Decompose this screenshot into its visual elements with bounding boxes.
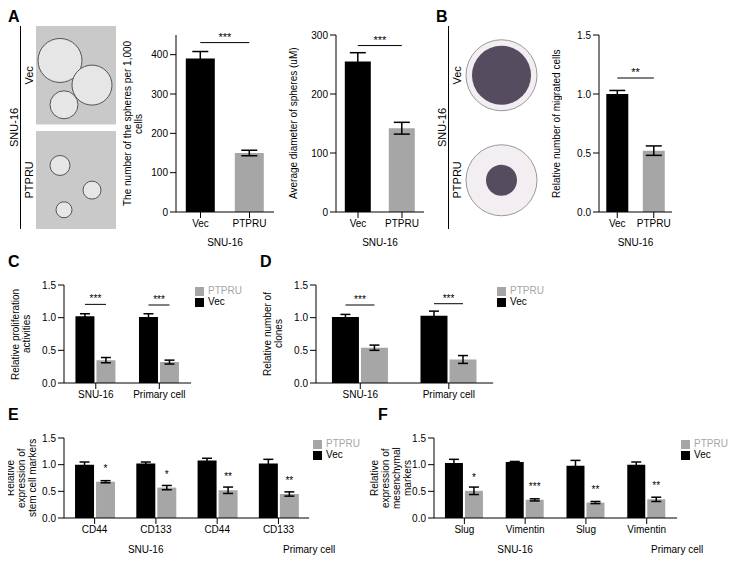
svg-text:*: * (104, 463, 108, 474)
svg-text:***: *** (354, 294, 366, 305)
svg-text:Slug: Slug (454, 524, 474, 535)
html-text:SNU-16: SNU-16 (8, 107, 20, 148)
svg-text:SNU-16: SNU-16 (128, 544, 164, 555)
svg-text:SNU-16: SNU-16 (362, 237, 398, 248)
svg-text:200: 200 (151, 128, 168, 139)
html-text:C: C (8, 253, 20, 270)
svg-text:0.0: 0.0 (577, 207, 591, 218)
svg-text:PTPRU: PTPRU (233, 218, 267, 229)
svg-text:*: * (472, 472, 476, 483)
svg-text:SNU-16: SNU-16 (207, 237, 243, 248)
svg-text:SNU-16: SNU-16 (78, 389, 114, 400)
svg-text:Vec: Vec (609, 218, 626, 229)
svg-text:Primary cell: Primary cell (423, 389, 475, 400)
svg-text:CD133: CD133 (140, 524, 172, 535)
svg-text:Primary cell: Primary cell (133, 389, 185, 400)
svg-text:1.5: 1.5 (294, 280, 308, 291)
svg-text:0: 0 (322, 207, 328, 218)
html-text:Relative expression of stem ce: Relative expression of stem cell markers (4, 438, 38, 518)
html-text:Relative expression of mesench: Relative expression of mesenchymal marke… (369, 447, 413, 509)
svg-text:0.0: 0.0 (412, 513, 426, 524)
html-text:Vec: Vec (326, 449, 343, 460)
svg-text:***: *** (90, 293, 102, 304)
html-text:D: D (260, 253, 272, 270)
svg-text:Vimentin: Vimentin (627, 524, 666, 535)
svg-text:0.5: 0.5 (412, 486, 426, 497)
svg-text:**: ** (285, 475, 293, 486)
html-text:Vec: Vec (694, 449, 711, 460)
svg-text:1.0: 1.0 (577, 89, 591, 100)
svg-text:***: *** (218, 31, 232, 43)
svg-text:400: 400 (151, 49, 168, 60)
svg-text:PTPRU: PTPRU (385, 218, 419, 229)
svg-text:Vec: Vec (350, 218, 367, 229)
svg-text:Vimentin: Vimentin (506, 524, 545, 535)
html-text:PTPRU: PTPRU (510, 285, 544, 296)
html-text:Vec: Vec (22, 66, 35, 85)
svg-text:1.0: 1.0 (412, 459, 426, 470)
svg-text:*: * (165, 469, 169, 480)
svg-text:1.5: 1.5 (42, 433, 56, 444)
svg-text:SNU-16: SNU-16 (618, 237, 654, 248)
svg-text:SNU-16: SNU-16 (342, 389, 378, 400)
html-text:PTPRU: PTPRU (450, 161, 463, 199)
svg-text:0.0: 0.0 (42, 513, 56, 524)
html-text:Vec: Vec (510, 296, 527, 307)
svg-text:***: *** (373, 34, 387, 46)
svg-text:Slug: Slug (576, 524, 596, 535)
svg-text:**: ** (631, 66, 640, 78)
svg-text:300: 300 (151, 89, 168, 100)
svg-text:1.0: 1.0 (294, 312, 308, 323)
svg-text:0.0: 0.0 (294, 378, 308, 389)
svg-text:**: ** (592, 484, 600, 495)
html-text:Vec: Vec (208, 296, 225, 307)
svg-text:200: 200 (311, 89, 328, 100)
svg-text:1.0: 1.0 (42, 312, 56, 323)
svg-text:***: *** (443, 293, 455, 304)
svg-text:CD44: CD44 (204, 524, 230, 535)
svg-text:0.5: 0.5 (294, 345, 308, 356)
svg-text:0.5: 0.5 (42, 486, 56, 497)
svg-text:***: *** (529, 481, 541, 492)
svg-text:100: 100 (151, 167, 168, 178)
html-text:PTPRU: PTPRU (694, 438, 728, 449)
html-text:PTPRU: PTPRU (326, 438, 360, 449)
svg-text:Primary cell: Primary cell (283, 544, 335, 555)
svg-text:Primary cell: Primary cell (651, 544, 703, 555)
svg-text:PTPRU: PTPRU (637, 218, 671, 229)
svg-text:1.5: 1.5 (577, 30, 591, 41)
html-text:F: F (378, 406, 388, 423)
svg-text:0: 0 (162, 207, 168, 218)
svg-text:300: 300 (311, 30, 328, 41)
html-text:E: E (8, 406, 19, 423)
svg-text:CD44: CD44 (82, 524, 108, 535)
svg-text:**: ** (224, 471, 232, 482)
html-text:Vec: Vec (450, 66, 463, 85)
html-text:B: B (436, 8, 448, 25)
svg-text:0.0: 0.0 (42, 378, 56, 389)
html-text:Average diameter of spheres (u: Average diameter of spheres (uM) (287, 47, 299, 200)
html-text:PTPRU: PTPRU (208, 285, 242, 296)
svg-text:CD133: CD133 (263, 524, 295, 535)
html-text:A: A (8, 8, 20, 25)
svg-text:1.5: 1.5 (42, 280, 56, 291)
svg-text:***: *** (153, 294, 165, 305)
svg-text:0.5: 0.5 (577, 148, 591, 159)
svg-text:0.5: 0.5 (42, 345, 56, 356)
html-text:Relative number of clones: Relative number of clones (262, 292, 284, 376)
svg-text:1.0: 1.0 (42, 459, 56, 470)
html-text:Relative proliferation activit: Relative proliferation activities (10, 288, 32, 380)
svg-text:SNU-16: SNU-16 (497, 544, 533, 555)
html-text:PTPRU: PTPRU (22, 161, 35, 199)
svg-text:Vec: Vec (192, 218, 209, 229)
html-text:The number of the spheres per: The number of the spheres per 1,000 cell… (122, 41, 144, 207)
html-text:SNU-16: SNU-16 (436, 107, 448, 148)
svg-text:100: 100 (311, 148, 328, 159)
svg-text:**: ** (652, 480, 660, 491)
html-text:Relative number of migrated ce: Relative number of migrated cells (550, 49, 562, 198)
svg-text:1.5: 1.5 (412, 433, 426, 444)
